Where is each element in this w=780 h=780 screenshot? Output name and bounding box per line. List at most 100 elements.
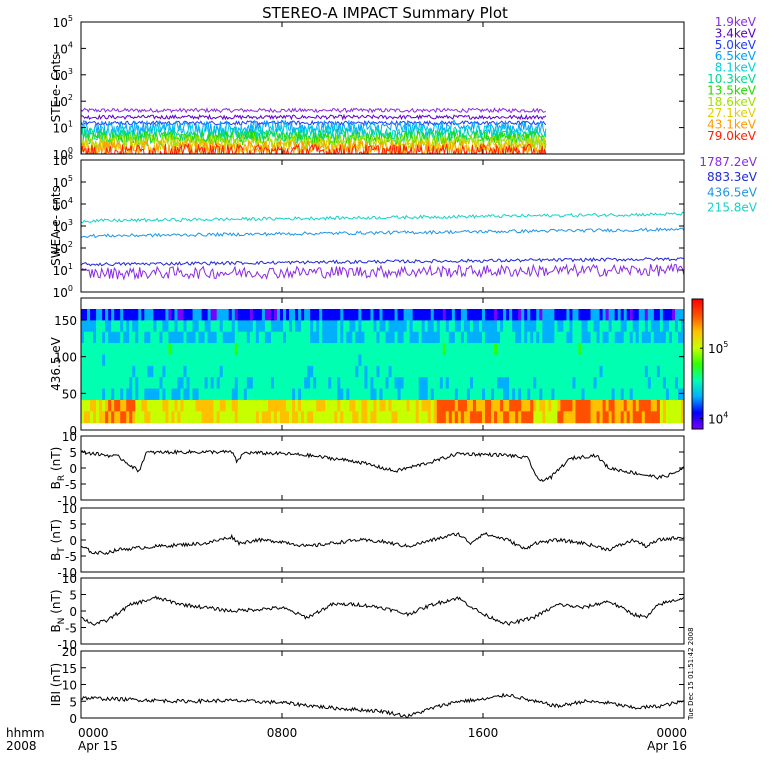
heatmap-cell <box>584 309 589 321</box>
heatmap-cell <box>346 331 350 344</box>
heatmap-cell <box>665 331 670 344</box>
heatmap-cell <box>680 388 684 401</box>
y-tick-label: 102 <box>53 93 73 109</box>
heatmap-cell <box>126 354 130 367</box>
heatmap-cell <box>370 399 375 412</box>
heatmap-cell <box>258 320 263 333</box>
heatmap-cell <box>527 320 531 333</box>
heatmap-cell <box>385 331 390 344</box>
heatmap-cell <box>283 365 287 378</box>
heatmap-cell <box>316 343 320 356</box>
heatmap-cell <box>497 320 501 333</box>
heatmap-cell <box>614 309 619 321</box>
heatmap-cell <box>617 331 622 344</box>
heatmap-cell <box>153 365 157 378</box>
heatmap-cell <box>400 399 405 412</box>
heatmap-cell <box>424 354 429 367</box>
y-axis-label: BN (nT) <box>49 589 67 632</box>
heatmap-cell <box>198 354 203 367</box>
heatmap-cell <box>99 388 103 401</box>
heatmap-cell <box>412 309 417 321</box>
heatmap-cell <box>373 331 378 344</box>
heatmap-cell <box>469 331 474 344</box>
heatmap-cell <box>258 411 263 424</box>
heatmap-cell <box>491 320 495 333</box>
heatmap-cell <box>255 377 260 390</box>
heatmap-cell <box>536 309 540 321</box>
heatmap-cell <box>189 399 194 412</box>
heatmap-cell <box>472 365 477 378</box>
heatmap-cell <box>611 331 616 344</box>
heatmap-cell <box>231 399 236 412</box>
heatmap-cell <box>641 309 646 321</box>
heatmap-cell <box>331 399 335 412</box>
heatmap-cell <box>358 354 362 367</box>
heatmap-cell <box>198 377 203 390</box>
heatmap-cell <box>596 365 601 378</box>
heatmap-cell <box>653 365 658 378</box>
heatmap-cell <box>165 331 170 344</box>
heatmap-cell <box>623 331 628 344</box>
heatmap-cell <box>536 365 540 378</box>
heatmap-cell <box>255 365 260 378</box>
heatmap-cell <box>264 309 269 321</box>
heatmap-cell <box>237 399 242 412</box>
heatmap-cell <box>231 377 236 390</box>
heatmap-cell <box>665 320 670 333</box>
heatmap-cell <box>635 399 640 412</box>
heatmap-cell <box>578 365 583 378</box>
heatmap-cell <box>629 399 634 412</box>
heatmap-cell <box>246 354 251 367</box>
heatmap-cell <box>623 309 628 321</box>
heatmap-cell <box>478 365 483 378</box>
heatmap-cell <box>457 343 462 356</box>
heatmap-cell <box>397 309 402 321</box>
heatmap-cell <box>292 377 296 390</box>
heatmap-cell <box>587 343 592 356</box>
heatmap-cell <box>382 377 387 390</box>
heatmap-cell <box>93 309 97 321</box>
heatmap-cell <box>545 320 549 333</box>
heatmap-cell <box>460 388 465 401</box>
heatmap-cell <box>358 399 362 412</box>
heatmap-cell <box>340 399 344 412</box>
heatmap-cell <box>123 388 127 401</box>
heatmap-cell <box>102 309 106 321</box>
heatmap-cell <box>647 377 652 390</box>
heatmap-cell <box>322 377 326 390</box>
heatmap-cell <box>331 309 335 321</box>
heatmap-cell <box>497 343 501 356</box>
heatmap-cell <box>512 388 516 401</box>
heatmap-cell <box>295 309 299 321</box>
heatmap-cell <box>313 399 317 412</box>
heatmap-cell <box>521 320 525 333</box>
heatmap-cell <box>87 411 91 424</box>
heatmap-cell <box>270 377 275 390</box>
heatmap-cell <box>602 309 607 321</box>
heatmap-cell <box>117 331 121 344</box>
heatmap-cell <box>150 399 154 412</box>
heatmap-cell <box>581 399 586 412</box>
heatmap-cell <box>243 388 248 401</box>
heatmap-cell <box>433 354 438 367</box>
heatmap-cell <box>264 377 269 390</box>
heatmap-cell <box>605 411 610 424</box>
heatmap-cell <box>225 343 230 356</box>
heatmap-cell <box>87 354 91 367</box>
heatmap-cell <box>246 343 251 356</box>
heatmap-cell <box>156 320 160 333</box>
heatmap-cell <box>448 320 453 333</box>
heatmap-cell <box>491 354 495 367</box>
heatmap-cell <box>213 365 218 378</box>
heatmap-cell <box>249 309 254 321</box>
heatmap-cell <box>177 365 182 378</box>
heatmap-cell <box>482 320 486 333</box>
heatmap-cell <box>307 377 311 390</box>
heatmap-cell <box>322 343 326 356</box>
heatmap-cell <box>349 309 353 321</box>
heatmap-cell <box>665 354 670 367</box>
heatmap-cell <box>466 309 471 321</box>
heatmap-cell <box>587 331 592 344</box>
colorbar-label-exponent: 5 <box>723 340 728 349</box>
heatmap-cell <box>551 411 555 424</box>
